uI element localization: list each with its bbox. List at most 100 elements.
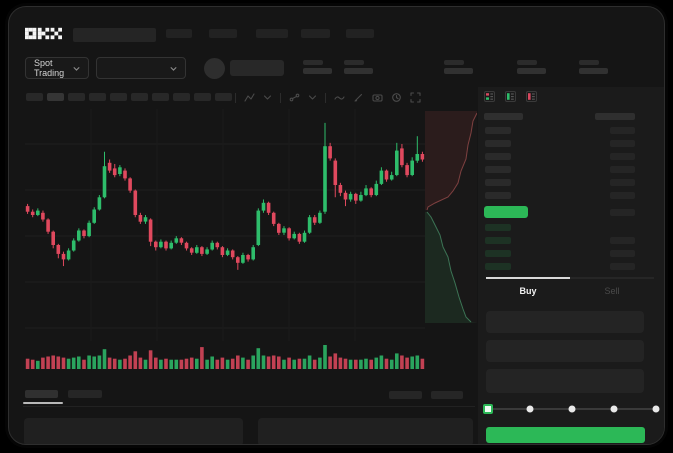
amount-cell xyxy=(610,192,635,199)
orderbook-row[interactable] xyxy=(478,189,664,202)
timeframe-button-selected[interactable] xyxy=(47,93,64,101)
orderbook-row[interactable] xyxy=(478,163,664,176)
trade-tabs: Buy Sell xyxy=(486,277,654,301)
orderbook-row[interactable] xyxy=(478,221,664,234)
pair-name-placeholder xyxy=(230,60,284,76)
orderbook-row[interactable] xyxy=(478,150,664,163)
chart-tools xyxy=(235,92,421,103)
buy-submit-button[interactable] xyxy=(486,427,645,443)
brush-icon[interactable] xyxy=(353,92,364,103)
nav-item-placeholder[interactable] xyxy=(301,29,330,38)
pair-selector-dropdown[interactable] xyxy=(96,57,186,79)
price-cell xyxy=(485,140,511,147)
tab-buy[interactable]: Buy xyxy=(486,277,570,301)
divider xyxy=(325,92,326,103)
amount-cell xyxy=(610,208,635,216)
bids-only-icon[interactable] xyxy=(505,91,516,102)
depth-bids-area xyxy=(425,212,477,323)
price-input[interactable] xyxy=(486,311,644,333)
coin-avatar[interactable] xyxy=(204,58,225,79)
tab-sell[interactable]: Sell xyxy=(570,277,654,301)
amount-cell xyxy=(610,140,635,147)
market-stat xyxy=(344,60,373,74)
timeframe-button[interactable] xyxy=(173,93,190,101)
slider-handle[interactable] xyxy=(483,404,493,414)
orderbook-bids xyxy=(478,221,664,273)
fullscreen-icon[interactable] xyxy=(410,92,421,103)
okx-logo[interactable] xyxy=(25,27,62,45)
chevron-down-icon[interactable] xyxy=(263,93,272,102)
price-cell xyxy=(485,263,511,270)
amount-cell xyxy=(610,250,635,257)
orderbook-row[interactable] xyxy=(478,260,664,273)
amount-slider[interactable] xyxy=(483,401,660,417)
market-stat xyxy=(444,60,473,74)
trend-line-icon[interactable] xyxy=(334,92,345,103)
slider-stop[interactable] xyxy=(526,405,534,413)
market-stat xyxy=(303,60,332,74)
history-icon[interactable] xyxy=(391,92,402,103)
price-cell xyxy=(485,153,511,160)
camera-icon[interactable] xyxy=(372,92,383,103)
price-cell xyxy=(485,237,511,244)
candlestick-svg[interactable] xyxy=(25,109,425,341)
timeframe-button[interactable] xyxy=(194,93,211,101)
timeframe-button[interactable] xyxy=(215,93,232,101)
market-stat xyxy=(517,60,546,74)
bottom-control-placeholder[interactable] xyxy=(431,391,463,399)
app-window: Spot Trading xyxy=(8,6,665,445)
overlays-icon[interactable] xyxy=(289,92,300,103)
last-price-highlight[interactable] xyxy=(484,206,528,218)
slider-stop[interactable] xyxy=(568,405,576,413)
slider-stop[interactable] xyxy=(652,405,660,413)
depth-asks-area xyxy=(425,111,477,210)
bottom-control-placeholder[interactable] xyxy=(389,391,422,399)
orderbook-row[interactable] xyxy=(478,247,664,260)
amount-cell xyxy=(610,237,635,244)
price-cell xyxy=(485,166,511,173)
timeframe-button[interactable] xyxy=(89,93,106,101)
okx-logo-icon xyxy=(25,27,62,40)
orderbook-row[interactable] xyxy=(478,176,664,189)
divider xyxy=(280,92,281,103)
price-cell xyxy=(485,192,511,199)
asks-only-icon[interactable] xyxy=(526,91,537,102)
amount-cell xyxy=(610,179,635,186)
nav-item-placeholder[interactable] xyxy=(209,29,237,38)
market-stat xyxy=(579,60,608,74)
bottom-tab-active[interactable] xyxy=(25,390,58,398)
search-bar-placeholder[interactable] xyxy=(73,28,156,42)
candle-style-icon[interactable] xyxy=(244,92,255,103)
nav-item-placeholder[interactable] xyxy=(166,29,192,38)
combined-book-icon[interactable] xyxy=(484,91,495,102)
price-cell xyxy=(485,127,511,134)
orderbook-row[interactable] xyxy=(478,137,664,150)
timeframe-button[interactable] xyxy=(68,93,85,101)
amount-cell xyxy=(610,153,635,160)
amount-cell xyxy=(610,127,635,134)
timeframe-button[interactable] xyxy=(152,93,169,101)
positions-panel-placeholder xyxy=(258,418,473,444)
chart-grid xyxy=(25,109,425,341)
last-price-row[interactable] xyxy=(478,203,664,221)
active-tab-underline xyxy=(23,402,63,404)
chevron-down-icon[interactable] xyxy=(308,93,317,102)
orderbook-row[interactable] xyxy=(478,124,664,137)
orderbook-row[interactable] xyxy=(478,234,664,247)
chevron-down-icon xyxy=(170,66,177,71)
nav-item-placeholder[interactable] xyxy=(256,29,288,38)
bottom-tab[interactable] xyxy=(68,390,102,398)
slider-stop[interactable] xyxy=(610,405,618,413)
orderbook-asks xyxy=(478,124,664,202)
price-cell xyxy=(485,179,511,186)
market-type-dropdown[interactable]: Spot Trading xyxy=(25,57,89,79)
timeframe-button[interactable] xyxy=(26,93,43,101)
chevron-down-icon xyxy=(73,66,80,71)
amount-input[interactable] xyxy=(486,340,644,362)
timeframe-button[interactable] xyxy=(110,93,127,101)
nav-item-placeholder[interactable] xyxy=(346,29,374,38)
divider xyxy=(23,406,475,407)
amount-column-header xyxy=(595,113,635,120)
timeframe-button[interactable] xyxy=(131,93,148,101)
total-input[interactable] xyxy=(486,369,644,393)
